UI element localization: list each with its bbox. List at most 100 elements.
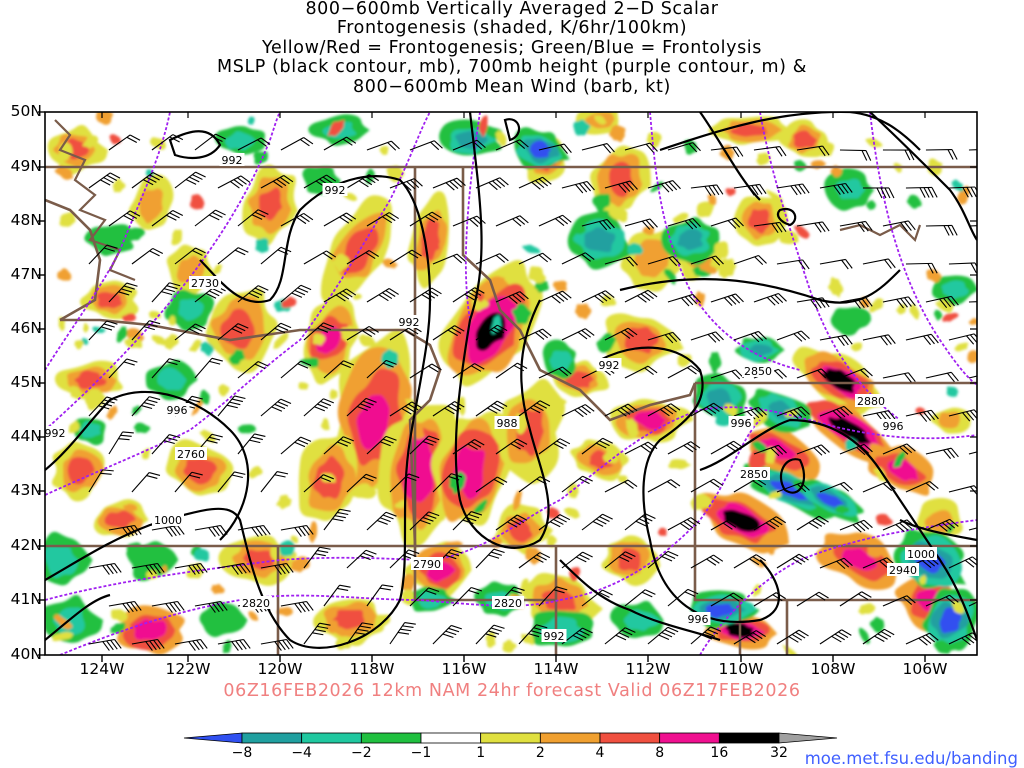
wind-barb xyxy=(776,406,810,420)
title-line-1: 800−600mb Vertically Averaged 2−D Scalar xyxy=(305,0,719,19)
shade-blob xyxy=(316,325,341,354)
shade-blob xyxy=(495,130,507,147)
wind-barb xyxy=(260,174,294,189)
wind-barb xyxy=(108,358,138,379)
wind-barb xyxy=(604,479,638,493)
wind-barb xyxy=(733,255,767,266)
wind-barb xyxy=(475,324,508,341)
contour-label: 996 xyxy=(880,419,906,433)
shade-blob xyxy=(938,411,960,429)
shade-blob xyxy=(116,326,128,343)
shade-blob xyxy=(873,466,887,483)
shade-blob xyxy=(699,264,717,274)
shade-blob xyxy=(52,631,74,642)
wind-barb xyxy=(366,584,394,607)
shade-blob xyxy=(106,405,118,420)
wind-barb xyxy=(581,513,613,531)
wind-barb xyxy=(690,626,722,645)
wind-barb xyxy=(538,366,572,379)
wind-barb xyxy=(776,553,809,569)
colorbar-right-arrow xyxy=(778,732,838,744)
lon-label: 106W xyxy=(902,660,948,678)
wind-barb xyxy=(303,322,335,341)
contour-label: 2760 xyxy=(175,447,207,461)
wind-barb xyxy=(366,212,399,227)
wind-barb xyxy=(495,139,529,151)
shade-blob xyxy=(522,244,541,254)
height-contour xyxy=(59,594,561,655)
shade-blob xyxy=(199,602,248,638)
shade-blob xyxy=(696,201,715,218)
border-line xyxy=(693,383,977,602)
wind-barb xyxy=(280,436,312,455)
wind-barb xyxy=(882,519,916,533)
wind-barb xyxy=(323,508,351,531)
contour-label-text: 2820 xyxy=(494,597,522,610)
mslp-contour xyxy=(45,593,111,641)
lon-label: 124W xyxy=(79,660,125,678)
wind-barb xyxy=(323,212,357,227)
wind-barb xyxy=(346,397,377,417)
shade-blob xyxy=(869,298,884,313)
wind-barb xyxy=(389,401,422,417)
wind-barb xyxy=(518,476,551,493)
shade-blob xyxy=(634,239,669,278)
wind-barb xyxy=(518,552,551,569)
wind-barb xyxy=(131,396,161,417)
shade-blob xyxy=(869,616,885,633)
wind-barb xyxy=(217,247,249,265)
shade-blob xyxy=(222,639,232,654)
wind-barb xyxy=(174,171,206,189)
contour-label-text: 996 xyxy=(731,417,752,430)
shade-blob xyxy=(546,507,560,519)
mslp-contour xyxy=(599,346,780,623)
colorbar-label: 8 xyxy=(655,745,665,761)
wind-barb xyxy=(452,439,485,455)
shade-blob xyxy=(640,566,655,577)
wind-barb xyxy=(495,215,529,227)
shade-blob xyxy=(356,394,390,450)
height-contour xyxy=(45,112,431,496)
wind-barb xyxy=(280,360,312,379)
wind-barb xyxy=(108,431,134,455)
wind-barb xyxy=(690,554,724,569)
shade-blob xyxy=(574,303,592,320)
shade-blob xyxy=(926,269,942,283)
shade-blob xyxy=(816,492,844,508)
wind-barb xyxy=(862,481,896,493)
wind-barb xyxy=(409,363,442,379)
wind-barb xyxy=(647,626,679,645)
colorbar-box xyxy=(539,732,601,744)
wind-barb xyxy=(624,142,658,153)
shade-blob xyxy=(298,382,309,390)
source-url[interactable]: moe.met.fsu.edu/banding xyxy=(804,749,1018,768)
shade-blob xyxy=(830,307,872,336)
shade-blob xyxy=(552,280,567,292)
shade-blob xyxy=(122,503,138,511)
wind-barb xyxy=(518,252,552,265)
shade-blob xyxy=(549,350,573,371)
wind-barb xyxy=(151,134,184,151)
shade-blob xyxy=(394,500,407,509)
shade-blob xyxy=(96,291,123,309)
colorbar-box xyxy=(659,732,720,744)
wind-barb xyxy=(108,282,138,303)
shade-blob xyxy=(625,418,639,439)
wind-barb xyxy=(452,586,483,607)
wind-barb xyxy=(88,244,118,265)
wind-barb xyxy=(968,447,977,455)
title-line-2: Frontogenesis (shaded, K/6hr/100km) xyxy=(336,18,688,38)
shade-blob xyxy=(57,268,72,281)
shade-blob xyxy=(694,290,706,308)
wind-barb xyxy=(839,220,873,233)
lat-label: 42N xyxy=(10,536,42,554)
shade-blob xyxy=(875,513,893,526)
wind-barb xyxy=(753,292,787,306)
shade-blob xyxy=(320,418,330,431)
shade-blob xyxy=(82,135,99,149)
shade-blob xyxy=(454,130,489,149)
frontogenesis-shading xyxy=(45,112,977,655)
shade-blob xyxy=(850,342,863,352)
wind-barb xyxy=(151,600,185,613)
wind-barb xyxy=(346,549,377,569)
